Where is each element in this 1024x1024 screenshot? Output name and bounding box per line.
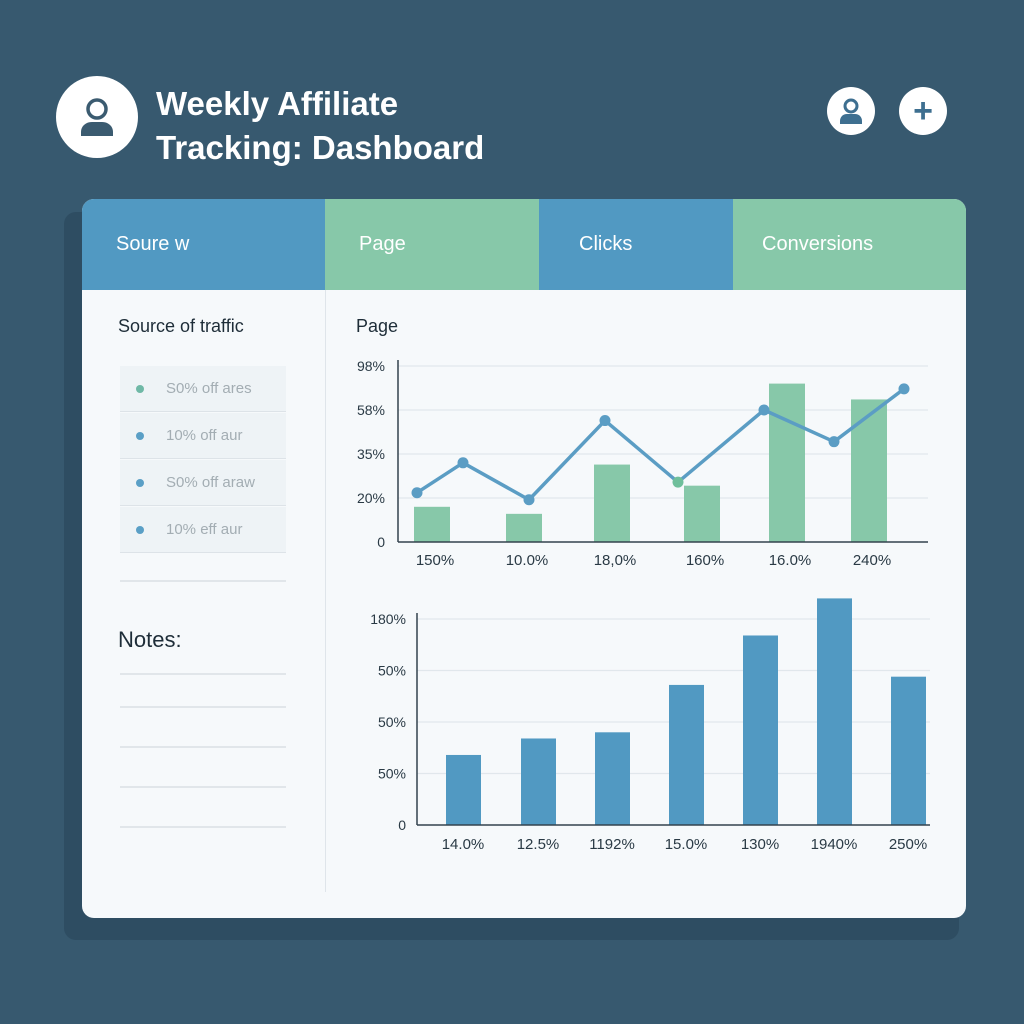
bullet-icon bbox=[136, 525, 144, 534]
y-tick-label: 35% bbox=[357, 446, 385, 462]
main-title: Page bbox=[356, 316, 399, 336]
bar bbox=[414, 506, 450, 542]
line-point bbox=[523, 494, 535, 506]
bar bbox=[446, 754, 481, 825]
divider bbox=[120, 580, 286, 582]
page-title: Weekly Affiliate Tracking: Dashboard bbox=[156, 85, 485, 166]
x-tick-label: 15.0% bbox=[665, 836, 708, 853]
bullet-icon bbox=[136, 478, 144, 487]
x-tick-label: 1940% bbox=[811, 836, 858, 853]
tab-page[interactable]: Page bbox=[325, 199, 539, 290]
line-point bbox=[599, 415, 611, 427]
notes-line bbox=[120, 706, 286, 708]
bar bbox=[817, 598, 852, 825]
bar bbox=[669, 684, 704, 825]
list-item[interactable]: S0% off ares bbox=[120, 366, 286, 412]
list-item[interactable]: S0% off araw bbox=[120, 460, 286, 506]
bar bbox=[851, 399, 887, 542]
bar bbox=[594, 464, 630, 542]
user-avatar-icon bbox=[81, 98, 113, 136]
bar bbox=[891, 676, 926, 825]
y-tick-label: 0 bbox=[398, 817, 406, 833]
bar bbox=[595, 732, 630, 825]
x-tick-label: 240% bbox=[853, 552, 891, 569]
x-tick-label: 250% bbox=[889, 836, 927, 853]
line-point bbox=[758, 404, 770, 416]
x-tick-label: 1192% bbox=[589, 836, 635, 853]
tab-source[interactable]: Soure w bbox=[82, 199, 325, 290]
notes-line bbox=[120, 746, 286, 748]
sidebar-title: Source of traffic bbox=[118, 316, 244, 336]
x-tick-label: 10.0% bbox=[506, 552, 549, 569]
bullet-icon bbox=[136, 431, 144, 440]
column-divider bbox=[325, 290, 326, 892]
y-tick-label: 98% bbox=[357, 358, 385, 374]
x-tick-label: 18,0% bbox=[594, 552, 637, 569]
notes-title: Notes: bbox=[118, 627, 182, 652]
list-item[interactable]: 10% eff aur bbox=[120, 507, 286, 553]
list-item-label: 10% off aur bbox=[166, 427, 243, 444]
list-item-label: S0% off araw bbox=[166, 474, 255, 491]
y-tick-label: 50% bbox=[378, 714, 406, 730]
y-tick-label: 180% bbox=[370, 611, 406, 627]
line-point bbox=[672, 476, 684, 488]
user-icon bbox=[840, 98, 862, 124]
x-tick-label: 12.5% bbox=[517, 836, 560, 853]
bar bbox=[769, 383, 805, 542]
y-tick-label: 0 bbox=[377, 534, 385, 550]
series-line bbox=[416, 387, 906, 502]
bar bbox=[521, 738, 556, 825]
y-tick-label: 58% bbox=[357, 402, 385, 418]
bar bbox=[684, 485, 720, 542]
bar bbox=[506, 513, 542, 542]
x-tick-label: 14.0% bbox=[442, 836, 485, 853]
list-item-label: S0% off ares bbox=[166, 380, 252, 397]
list-item[interactable]: 10% off aur bbox=[120, 413, 286, 459]
x-tick-label: 130% bbox=[741, 836, 779, 853]
notes-line bbox=[120, 826, 286, 828]
tab-clicks[interactable]: Clicks bbox=[539, 199, 733, 290]
add-button[interactable]: + bbox=[899, 87, 947, 135]
tab-conversions[interactable]: Conversions bbox=[733, 199, 966, 290]
x-tick-label: 16.0% bbox=[769, 552, 812, 569]
line-point bbox=[457, 457, 469, 469]
line-point bbox=[828, 436, 840, 448]
line-point bbox=[411, 487, 423, 499]
list-item-label: 10% eff aur bbox=[166, 521, 243, 538]
x-tick-label: 160% bbox=[686, 552, 724, 569]
bullet-icon bbox=[136, 384, 144, 393]
notes-line bbox=[120, 673, 286, 675]
x-tick-label: 150% bbox=[416, 552, 454, 569]
plus-icon: + bbox=[913, 91, 933, 130]
notes-line bbox=[120, 786, 286, 788]
y-tick-label: 50% bbox=[378, 766, 406, 782]
avatar bbox=[56, 76, 138, 158]
y-tick-label: 20% bbox=[357, 490, 385, 506]
profile-button[interactable] bbox=[827, 87, 875, 135]
line-point bbox=[898, 383, 910, 395]
bar bbox=[743, 635, 778, 825]
y-tick-label: 50% bbox=[378, 663, 406, 679]
